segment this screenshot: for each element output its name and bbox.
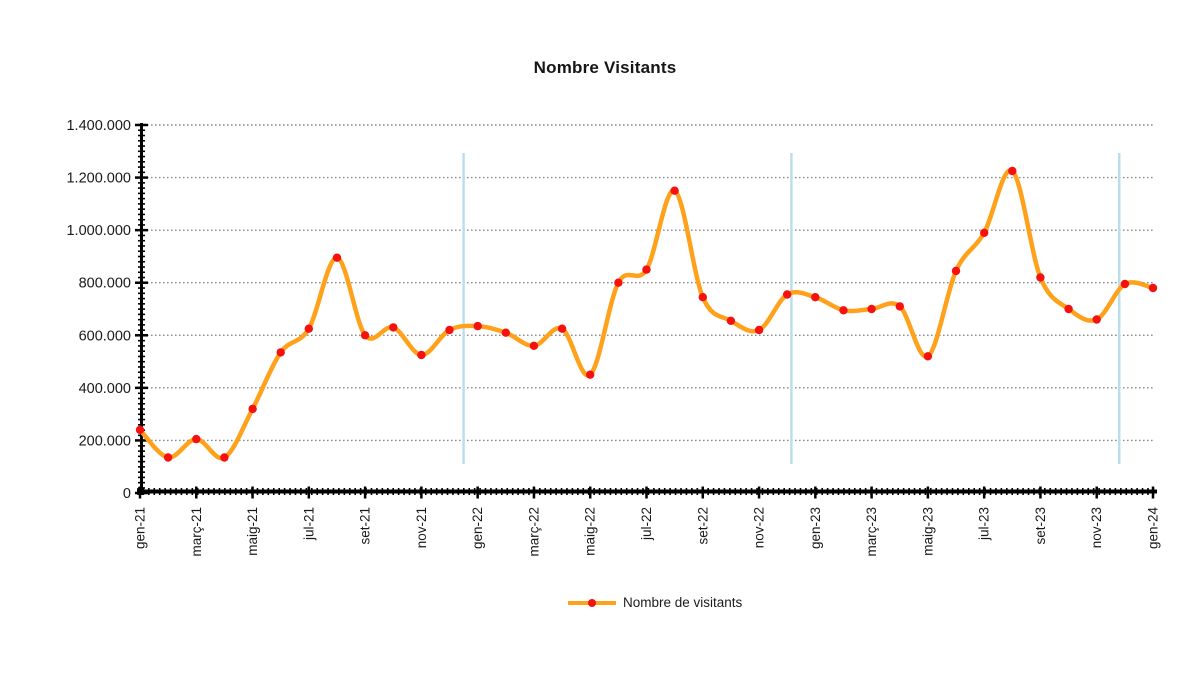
- svg-text:gen-22: gen-22: [470, 507, 485, 549]
- svg-text:400.000: 400.000: [79, 381, 131, 397]
- year-separator-lines: [462, 153, 1121, 464]
- svg-text:1.000.000: 1.000.000: [66, 223, 131, 239]
- svg-text:1.400.000: 1.400.000: [66, 118, 131, 134]
- series-markers: [135, 166, 1158, 462]
- svg-text:jul-22: jul-22: [639, 507, 654, 541]
- x-axis-labels: gen-21 març-21 maig-21 jul-21 set-21 nov-21 ge…: [133, 486, 1161, 557]
- legend-line-marker-swatch: [568, 598, 616, 607]
- svg-text:jul-21: jul-21: [301, 507, 316, 541]
- svg-text:800.000: 800.000: [79, 276, 131, 292]
- svg-text:maig-21: maig-21: [245, 507, 260, 556]
- svg-text:nov-23: nov-23: [1089, 507, 1104, 548]
- y-axis-labels: 0 200.000 400.000 600.000 800.000 1.000.000 1.…: [66, 118, 131, 502]
- svg-text:maig-23: maig-23: [920, 507, 935, 556]
- svg-text:maig-22: maig-22: [583, 507, 598, 556]
- legend: Nombre de visitants: [566, 595, 742, 610]
- svg-text:nov-22: nov-22: [752, 507, 767, 548]
- svg-text:0: 0: [123, 486, 131, 502]
- svg-text:març-23: març-23: [864, 507, 879, 557]
- svg-text:600.000: 600.000: [79, 328, 131, 344]
- svg-text:jul-23: jul-23: [977, 507, 992, 541]
- svg-text:nov-21: nov-21: [414, 507, 429, 548]
- svg-text:gen-21: gen-21: [133, 507, 148, 549]
- svg-text:1.200.000: 1.200.000: [66, 171, 131, 187]
- svg-text:200.000: 200.000: [79, 433, 131, 449]
- svg-text:gen-23: gen-23: [808, 507, 823, 549]
- series-line: [137, 168, 1156, 461]
- svg-text:gen-24: gen-24: [1146, 507, 1161, 550]
- svg-text:set-21: set-21: [358, 507, 373, 545]
- legend-label: Nombre de visitants: [623, 595, 743, 610]
- svg-text:març-22: març-22: [526, 507, 541, 557]
- gridlines: [143, 124, 1155, 442]
- chart-title: Nombre Visitants: [533, 58, 677, 77]
- svg-text:set-23: set-23: [1033, 507, 1048, 545]
- svg-text:set-22: set-22: [695, 507, 710, 545]
- svg-text:març-21: març-21: [189, 507, 204, 557]
